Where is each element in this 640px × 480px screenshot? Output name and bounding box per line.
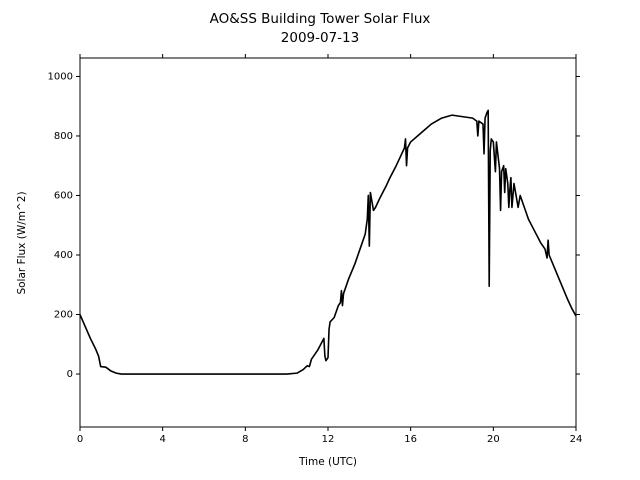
y-axis-label: Solar Flux (W/m^2) <box>16 191 28 294</box>
x-tick-label: 24 <box>570 434 583 445</box>
x-tick-label: 16 <box>404 434 417 445</box>
plot-frame <box>79 57 577 428</box>
y-tick-label: 200 <box>54 310 73 321</box>
data-line <box>79 109 577 375</box>
chart-subtitle: 2009-07-13 <box>281 30 359 46</box>
y-tick-label: 600 <box>54 190 73 201</box>
y-tick-label: 800 <box>54 131 73 142</box>
x-tick-label: 12 <box>322 434 335 445</box>
x-tick-label: 8 <box>242 434 248 445</box>
chart-title: AO&SS Building Tower Solar Flux <box>210 11 431 27</box>
x-tick-label: 20 <box>487 434 500 445</box>
x-tick-label: 4 <box>159 434 165 445</box>
y-tick-label: 0 <box>67 369 73 380</box>
x-tick-label: 0 <box>77 434 83 445</box>
x-axis-label: Time (UTC) <box>298 456 357 468</box>
y-tick-label: 1000 <box>48 71 73 82</box>
y-tick-label: 400 <box>54 250 73 261</box>
